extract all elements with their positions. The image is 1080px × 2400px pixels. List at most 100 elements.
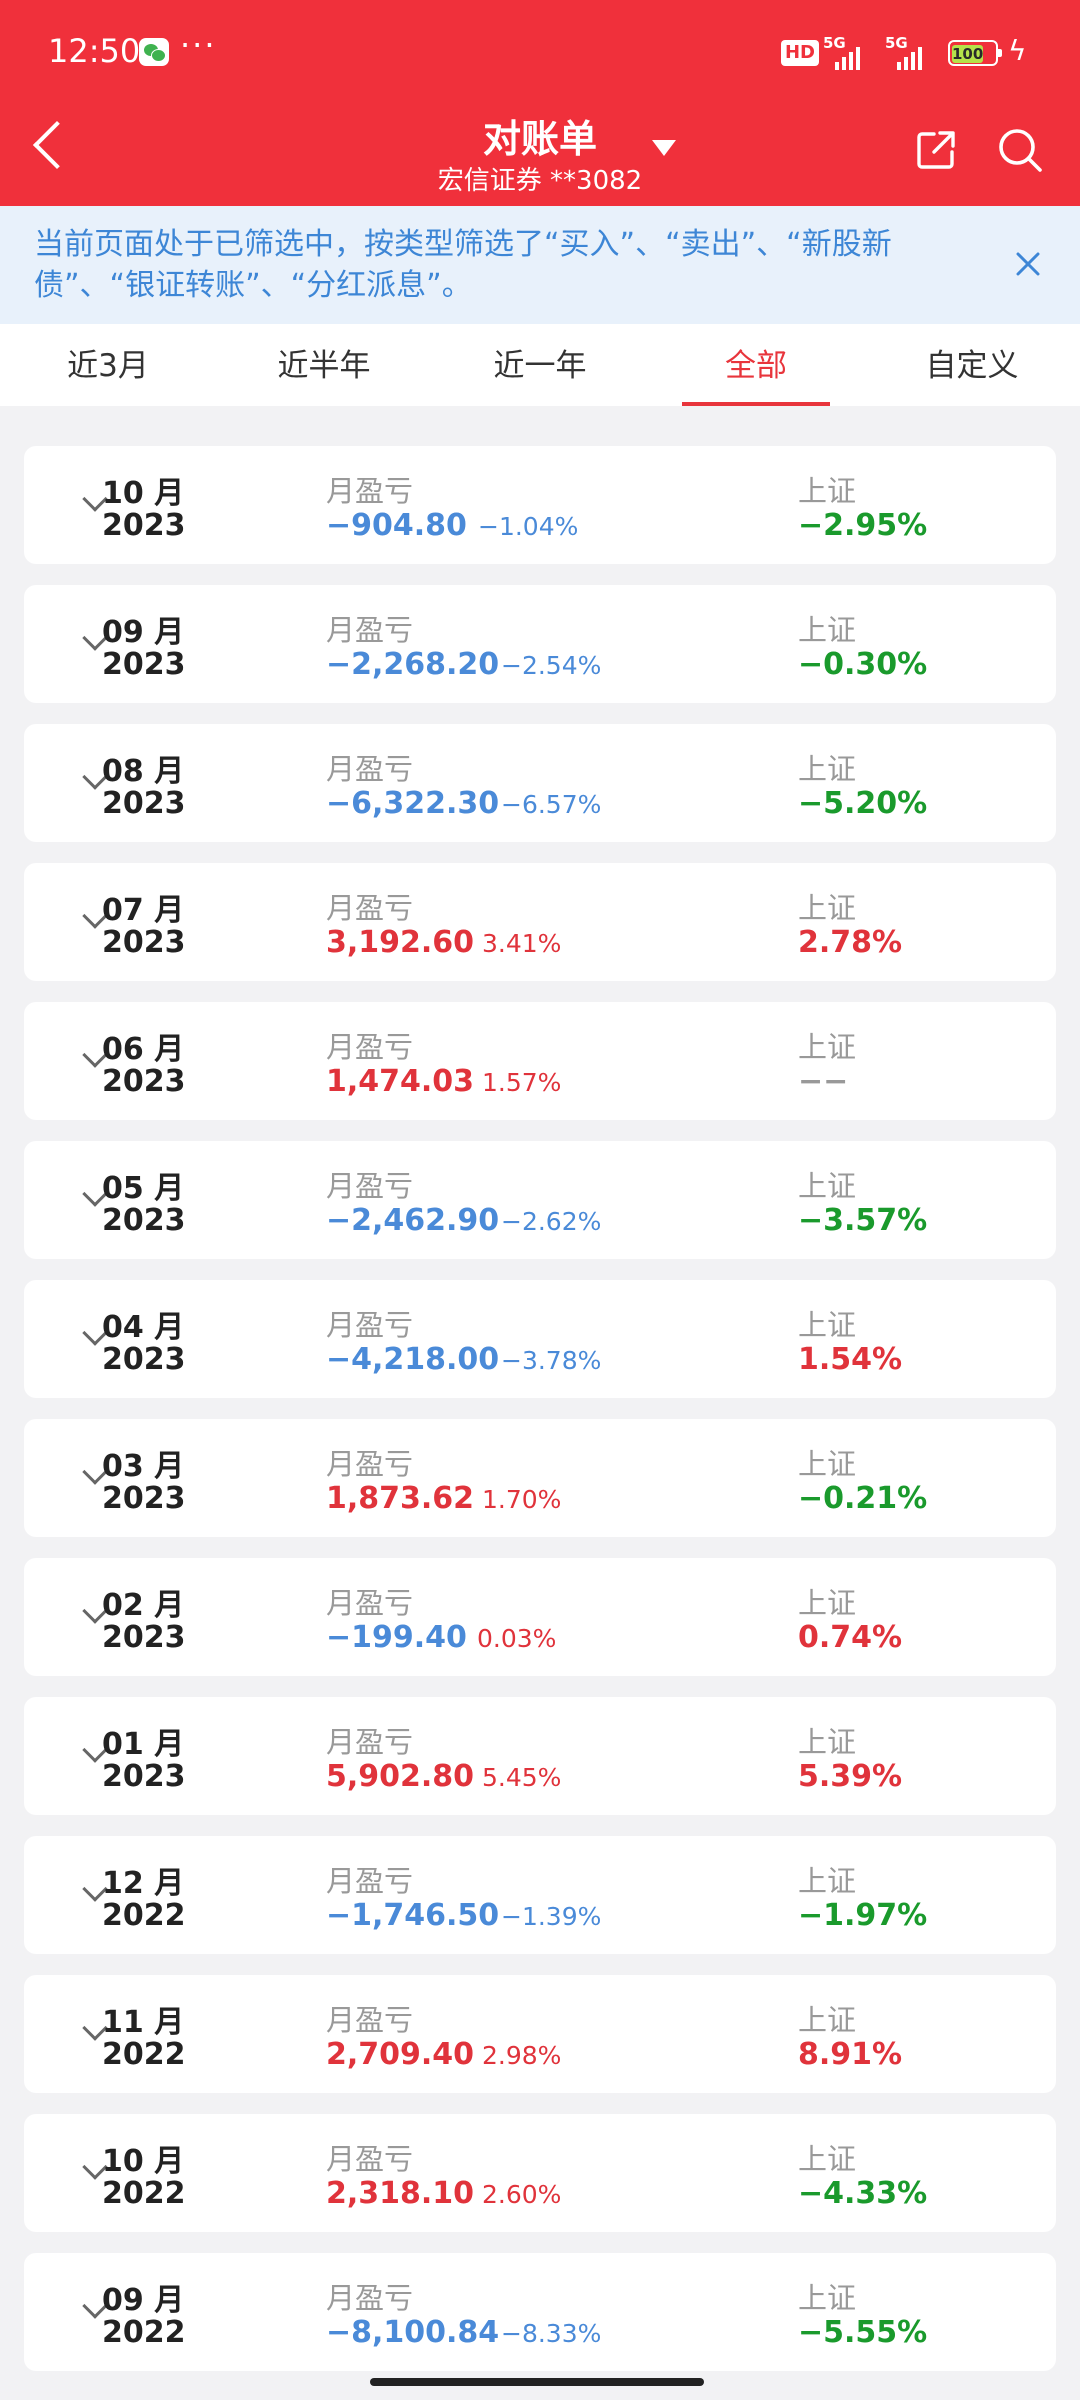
index-label: 上证 xyxy=(798,2281,857,2315)
monthly-pl-value: 2,318.10 xyxy=(326,2176,475,2211)
search-icon[interactable] xyxy=(996,126,1044,174)
monthly-pl-label: 月盈亏 xyxy=(326,1725,414,1759)
statement-card[interactable]: 09 月 2022 月盈亏 −8,100.84 −8.33% 上证 −5.55% xyxy=(24,2253,1056,2371)
status-bar: 12:50 ··· HD 5G 5G 100 ϟ xyxy=(0,0,1080,106)
statement-card[interactable]: 01 月 2023 月盈亏 5,902.80 5.45% 上证 5.39% xyxy=(24,1697,1056,1815)
signal-icon: 5G xyxy=(885,34,945,70)
index-label: 上证 xyxy=(798,1169,857,1203)
tab-all[interactable]: 全部 xyxy=(725,348,787,384)
statement-year: 2023 xyxy=(102,786,186,821)
statement-year: 2022 xyxy=(102,2315,186,2350)
index-label: 上证 xyxy=(798,752,857,786)
signal-icon: 5G xyxy=(823,34,883,70)
index-change-value: 1.54% xyxy=(798,1342,903,1377)
statement-card[interactable]: 10 月 2022 月盈亏 2,318.10 2.60% 上证 −4.33% xyxy=(24,2114,1056,2232)
statement-card[interactable]: 04 月 2023 月盈亏 −4,218.00 −3.78% 上证 1.54% xyxy=(24,1280,1056,1398)
statement-card[interactable]: 10 月 2023 月盈亏 −904.80 −1.04% 上证 −2.95% xyxy=(24,446,1056,564)
index-change-value: 5.39% xyxy=(798,1759,903,1794)
monthly-pl-value: 2,709.40 xyxy=(326,2037,475,2072)
monthly-pl-percent: 0.03% xyxy=(477,1624,557,1653)
monthly-pl-value: −199.40 xyxy=(326,1620,467,1655)
index-change-value: −5.55% xyxy=(798,2315,928,2350)
monthly-pl-percent: −6.57% xyxy=(501,790,602,819)
index-label: 上证 xyxy=(798,613,857,647)
statement-card[interactable]: 06 月 2023 月盈亏 1,474.03 1.57% 上证 −− xyxy=(24,1002,1056,1120)
top-bar: 12:50 ··· HD 5G 5G 100 ϟ 对账单 宏信证券 **3082 xyxy=(0,0,1080,206)
account-selector[interactable]: 宏信证券 **3082 xyxy=(437,166,643,196)
statement-card[interactable]: 09 月 2023 月盈亏 −2,268.20 −2.54% 上证 −0.30% xyxy=(24,585,1056,703)
statement-year: 2023 xyxy=(102,1203,186,1238)
monthly-pl-label: 月盈亏 xyxy=(326,891,414,925)
monthly-pl-percent: −2.54% xyxy=(501,651,602,680)
monthly-pl-value: −6,322.30 xyxy=(326,786,500,821)
period-tabs: 近3月 近半年 近一年 全部 自定义 xyxy=(0,324,1080,406)
monthly-pl-value: −2,268.20 xyxy=(326,647,500,682)
monthly-pl-label: 月盈亏 xyxy=(326,1169,414,1203)
monthly-statement-list: 10 月 2023 月盈亏 −904.80 −1.04% 上证 −2.95% 09 月 2023… xyxy=(0,446,1080,2392)
home-indicator[interactable] xyxy=(370,2378,704,2386)
hd-icon: HD xyxy=(781,40,819,66)
tab-half-year[interactable]: 近半年 xyxy=(277,348,371,384)
filter-notice-text: 当前页面处于已筛选中，按类型筛选了“买入”、“卖出”、“新股新债”、“银证转账”… xyxy=(34,227,892,303)
tab-custom[interactable]: 自定义 xyxy=(925,348,1019,384)
statement-month: 12 月 xyxy=(102,1866,185,1901)
monthly-pl-percent: −1.39% xyxy=(501,1902,602,1931)
statement-month: 03 月 xyxy=(102,1449,185,1484)
statement-year: 2022 xyxy=(102,2176,186,2211)
statement-card[interactable]: 07 月 2023 月盈亏 3,192.60 3.41% 上证 2.78% xyxy=(24,863,1056,981)
statement-card[interactable]: 08 月 2023 月盈亏 −6,322.30 −6.57% 上证 −5.20% xyxy=(24,724,1056,842)
index-change-value: −1.97% xyxy=(798,1898,928,1933)
monthly-pl-label: 月盈亏 xyxy=(326,752,414,786)
close-icon[interactable] xyxy=(1014,250,1042,278)
monthly-pl-label: 月盈亏 xyxy=(326,1586,414,1620)
statement-year: 2023 xyxy=(102,1620,186,1655)
battery-icon: 100 xyxy=(948,40,1002,66)
statement-year: 2023 xyxy=(102,1342,186,1377)
statement-month: 07 月 xyxy=(102,893,185,928)
statement-year: 2023 xyxy=(102,1064,186,1099)
statement-card[interactable]: 12 月 2022 月盈亏 −1,746.50 −1.39% 上证 −1.97% xyxy=(24,1836,1056,1954)
statement-card[interactable]: 05 月 2023 月盈亏 −2,462.90 −2.62% 上证 −3.57% xyxy=(24,1141,1056,1259)
index-change-value: −0.30% xyxy=(798,647,928,682)
monthly-pl-label: 月盈亏 xyxy=(326,2142,414,2176)
monthly-pl-percent: 1.70% xyxy=(482,1485,562,1514)
wechat-icon xyxy=(139,38,169,66)
dropdown-icon[interactable] xyxy=(652,140,676,156)
share-icon[interactable] xyxy=(914,128,958,172)
monthly-pl-label: 月盈亏 xyxy=(326,1308,414,1342)
tab-one-year[interactable]: 近一年 xyxy=(493,348,587,384)
statement-year: 2023 xyxy=(102,925,186,960)
index-label: 上证 xyxy=(798,2003,857,2037)
statement-month: 01 月 xyxy=(102,1727,185,1762)
monthly-pl-label: 月盈亏 xyxy=(326,2281,414,2315)
monthly-pl-percent: 5.45% xyxy=(482,1763,562,1792)
monthly-pl-label: 月盈亏 xyxy=(326,1864,414,1898)
statement-year: 2023 xyxy=(102,508,186,543)
statement-year: 2022 xyxy=(102,2037,186,2072)
statement-card[interactable]: 02 月 2023 月盈亏 −199.40 0.03% 上证 0.74% xyxy=(24,1558,1056,1676)
statement-month: 09 月 xyxy=(102,615,185,650)
monthly-pl-percent: −2.62% xyxy=(501,1207,602,1236)
index-change-value: 2.78% xyxy=(798,925,903,960)
index-label: 上证 xyxy=(798,474,857,508)
monthly-pl-percent: 3.41% xyxy=(482,929,562,958)
tab-3-months[interactable]: 近3月 xyxy=(67,348,149,384)
index-change-value: −5.20% xyxy=(798,786,928,821)
statement-year: 2023 xyxy=(102,1481,186,1516)
statement-card[interactable]: 11 月 2022 月盈亏 2,709.40 2.98% 上证 8.91% xyxy=(24,1975,1056,2093)
monthly-pl-value: 1,474.03 xyxy=(326,1064,475,1099)
index-label: 上证 xyxy=(798,2142,857,2176)
index-label: 上证 xyxy=(798,1030,857,1064)
monthly-pl-value: −1,746.50 xyxy=(326,1898,500,1933)
filter-notice-banner: 当前页面处于已筛选中，按类型筛选了“买入”、“卖出”、“新股新债”、“银证转账”… xyxy=(0,206,1080,324)
network-type-label: 5G xyxy=(823,34,846,52)
monthly-pl-percent: 2.98% xyxy=(482,2041,562,2070)
status-time: 12:50 xyxy=(48,32,141,70)
monthly-pl-percent: 1.57% xyxy=(482,1068,562,1097)
monthly-pl-label: 月盈亏 xyxy=(326,1030,414,1064)
monthly-pl-label: 月盈亏 xyxy=(326,474,414,508)
monthly-pl-value: 5,902.80 xyxy=(326,1759,475,1794)
statement-month: 08 月 xyxy=(102,754,185,789)
statement-card[interactable]: 03 月 2023 月盈亏 1,873.62 1.70% 上证 −0.21% xyxy=(24,1419,1056,1537)
